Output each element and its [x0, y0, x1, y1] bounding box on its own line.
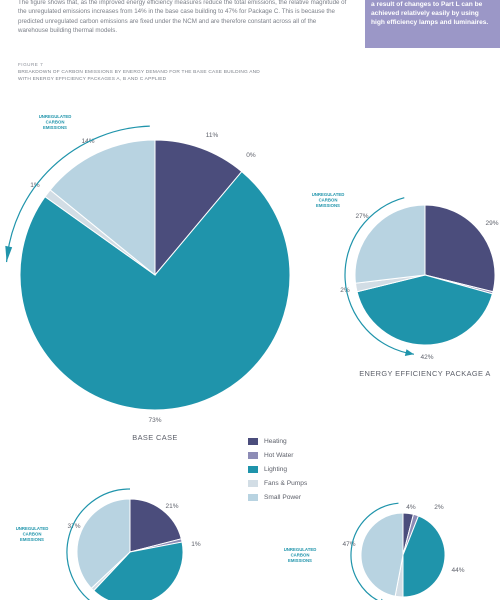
legend-label-fans-pumps: Fans & Pumps [264, 479, 308, 487]
pie-1-unregulated-label-1: UNREGULATED [39, 114, 72, 119]
pie-2-slice-lighting [356, 274, 494, 346]
legend-swatch-heating [248, 437, 258, 445]
pie-1-slice-heating [154, 139, 243, 277]
legend-label-heating: Heating [264, 437, 287, 445]
pie-2-unregulated-label-1: UNREGULATED [312, 192, 345, 197]
pie-4-unregulated-label-1: UNREGULATED [284, 547, 317, 552]
legend: Heating Hot Water Lighting Fans & Pumps Smal… [248, 434, 307, 504]
pie-3-slice-lighting [93, 541, 184, 600]
legend-item-small-power: Small Power [248, 490, 307, 504]
pie-4-label-hot-water: 2% [434, 504, 444, 511]
legend-swatch-hot-water [248, 451, 258, 459]
pie-4-label-lighting: 44% [451, 567, 464, 574]
pie-3-unregulated-label-2: CARBON [23, 532, 42, 537]
callout-box: a result of changes to Part L can be ach… [365, 0, 500, 48]
pie-1-slice-lighting [19, 170, 291, 411]
pie-1-arrowhead [5, 245, 13, 263]
pie-1-label-hot-water: 0% [246, 152, 256, 159]
legend-item-heating: Heating [248, 434, 307, 448]
pie-1-label-lighting: 73% [148, 417, 161, 424]
pie-2-label-lighting: 42% [420, 354, 433, 361]
pie-2-slice-heating [424, 204, 496, 293]
pie-3-unregulated-arc [66, 488, 131, 600]
legend-label-small-power: Small Power [264, 493, 302, 501]
pie-4-unregulated-arc [350, 502, 399, 600]
pie-1-title: BASE CASE [132, 433, 178, 442]
pie-4-unregulated-label-2: CARBON [291, 553, 310, 558]
pie-2-unregulated-label-2: CARBON [319, 198, 338, 203]
legend-item-fans-pumps: Fans & Pumps [248, 476, 307, 490]
pie-2-label-heating: 29% [485, 220, 498, 227]
intro-paragraph: The figure shows that, as the improved e… [18, 0, 347, 34]
pie-3-label-heating: 21% [165, 503, 178, 510]
legend-label-hot-water: Hot Water [264, 451, 294, 459]
legend-label-lighting: Lighting [264, 465, 288, 473]
pie-4-slice-small-power [360, 512, 404, 597]
pie-4-label-heating: 4% [406, 504, 416, 511]
pie-2-unregulated-arc [344, 197, 414, 355]
legend-swatch-small-power [248, 493, 258, 501]
pie-3-label-hot-water: 1% [191, 541, 201, 548]
pie-4-unregulated-label-3: EMISSIONS [288, 558, 312, 563]
pie-1-label-heating: 11% [206, 132, 219, 139]
pie-2-arrowhead [404, 349, 414, 357]
legend-item-hot-water: Hot Water [248, 448, 307, 462]
pie-3-slice-small-power [76, 498, 131, 589]
pie-1-unregulated-label-3: EMISSIONS [43, 125, 67, 130]
pie-4-slice-lighting [402, 515, 446, 598]
pie-2-slice-small-power [354, 204, 426, 284]
pie-1-unregulated-label-2: CARBON [46, 120, 65, 125]
callout-text: a result of changes to Part L can be ach… [371, 1, 489, 27]
pie-3-unregulated-label-3: EMISSIONS [20, 537, 44, 542]
pie-2-unregulated-label-3: EMISSIONS [316, 203, 340, 208]
legend-item-lighting: Lighting [248, 462, 307, 476]
figure-caption: BREAKDOWN OF CARBON EMISSIONS BY ENERGY … [18, 70, 260, 82]
pie-3-slice-heating [129, 498, 182, 553]
pie-1-unregulated-arc [5, 125, 150, 263]
pie-2-title: ENERGY EFFICIENCY PACKAGE A [359, 369, 491, 378]
figure-label: FIGURE 7 [18, 62, 44, 67]
pie-3-unregulated-label-1: UNREGULATED [16, 526, 49, 531]
pie-2-label-small-power: 27% [355, 213, 368, 220]
pie-3-label-small-power: 37% [67, 523, 80, 530]
pie-4-label-small-power: 47% [342, 541, 355, 548]
pie-1-slice-small-power [49, 139, 156, 277]
legend-swatch-fans-pumps [248, 479, 258, 487]
pie-2-label-fans-pumps: 2% [340, 287, 350, 294]
legend-swatch-lighting [248, 465, 258, 473]
